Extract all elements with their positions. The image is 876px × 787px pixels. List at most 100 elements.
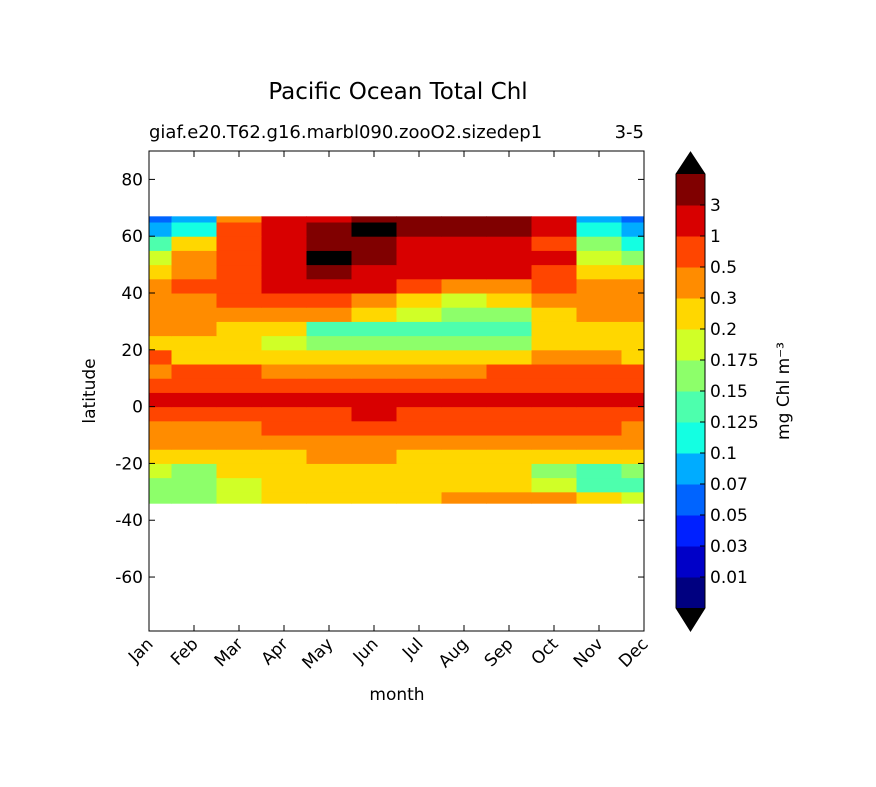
contour-cell [261, 278, 307, 294]
contour-cell [576, 293, 622, 308]
contour-cell [306, 406, 352, 422]
contour-cell [396, 307, 442, 322]
contour-cell [531, 378, 577, 393]
contour-cell [486, 392, 532, 408]
contour-cell [621, 293, 645, 308]
contour-cell [531, 449, 577, 464]
contour-cell [486, 278, 532, 294]
contour-cell [441, 250, 487, 266]
contour-cell [576, 264, 622, 280]
contour-cell [396, 216, 442, 223]
contour-cell [306, 449, 352, 464]
contour-cell [351, 264, 397, 280]
contour-cell [621, 406, 645, 422]
contour-cell [216, 392, 262, 408]
contour-cell [171, 264, 217, 280]
contour-cell [149, 406, 172, 422]
contour-cell [531, 420, 577, 436]
contour-cell [486, 222, 532, 237]
contour-cell [531, 216, 577, 223]
contour-cell [149, 435, 172, 450]
contour-cell [171, 420, 217, 436]
contour-cell [149, 222, 172, 237]
contour-cell [396, 264, 442, 280]
contour-cell [576, 349, 622, 365]
chart-subtitle-right: 3-5 [615, 122, 644, 143]
contour-cell [396, 491, 442, 504]
contour-cell [306, 491, 352, 504]
contour-cell [306, 321, 352, 337]
contour-cell [486, 307, 532, 322]
contour-cell [351, 307, 397, 322]
contour-cell [306, 477, 352, 493]
colorbar-tick-label: 1 [710, 227, 721, 247]
contour-cell [576, 449, 622, 464]
contour-cell [441, 406, 487, 422]
contour-cell [149, 264, 172, 280]
contour-cell [621, 392, 645, 408]
contour-cell [171, 278, 217, 294]
contour-cell [396, 250, 442, 266]
contour-cell [261, 250, 307, 266]
contour-cell [261, 216, 307, 223]
colorbar-tick-label: 0.3 [710, 289, 737, 309]
contour-cell [261, 364, 307, 379]
contour-cell [531, 349, 577, 365]
contour-cell [396, 463, 442, 479]
contour-cell [216, 463, 262, 479]
contour-cell [576, 463, 622, 479]
contour-cell [261, 420, 307, 436]
contour-cell [621, 420, 645, 436]
contour-cell [441, 378, 487, 393]
contour-cell [576, 364, 622, 379]
contour-cell [396, 335, 442, 351]
contour-cell [216, 491, 262, 504]
contour-cell [531, 364, 577, 379]
contour-cell [171, 222, 217, 237]
colorbar-tick-label: 0.01 [710, 568, 748, 588]
colorbar-segment [676, 577, 705, 609]
colorbar-segment [676, 298, 705, 330]
contour-cell [576, 491, 622, 504]
colorbar-segment [676, 236, 705, 268]
contour-cell [396, 406, 442, 422]
y-tick-label: -20 [115, 454, 143, 474]
contour-cell [216, 406, 262, 422]
contour-cell [351, 335, 397, 351]
colorbar-segment [676, 360, 705, 392]
contour-cell [441, 392, 487, 408]
y-tick-label: -60 [115, 568, 143, 588]
contour-cell [171, 349, 217, 365]
contour-cell [486, 216, 532, 223]
contour-cell [149, 378, 172, 393]
contour-cell [216, 477, 262, 493]
contour-cell [261, 349, 307, 365]
contour-cell [486, 349, 532, 365]
contour-cell [351, 236, 397, 251]
contour-cell [441, 449, 487, 464]
contour-cell [171, 449, 217, 464]
contour-cell [149, 307, 172, 322]
contour-cell [171, 463, 217, 479]
colorbar-tick-label: 0.03 [710, 537, 748, 557]
contour-cell [396, 236, 442, 251]
contour-cell [531, 463, 577, 479]
contour-cell [441, 349, 487, 365]
contour-cell [621, 349, 645, 365]
contour-cell [396, 392, 442, 408]
contour-cell [216, 335, 262, 351]
y-tick-label: 60 [121, 227, 143, 247]
contour-cell [486, 449, 532, 464]
contour-cell [576, 250, 622, 266]
colorbar-segment [676, 484, 705, 516]
contour-cell [441, 278, 487, 294]
contour-cell [621, 264, 645, 280]
contour-cell [396, 378, 442, 393]
contour-cell [621, 335, 645, 351]
contour-cell [441, 364, 487, 379]
contour-cell [441, 321, 487, 337]
contour-cell [149, 293, 172, 308]
x-axis-label: month [369, 685, 424, 705]
contour-cell [531, 392, 577, 408]
contour-cell [621, 216, 645, 223]
